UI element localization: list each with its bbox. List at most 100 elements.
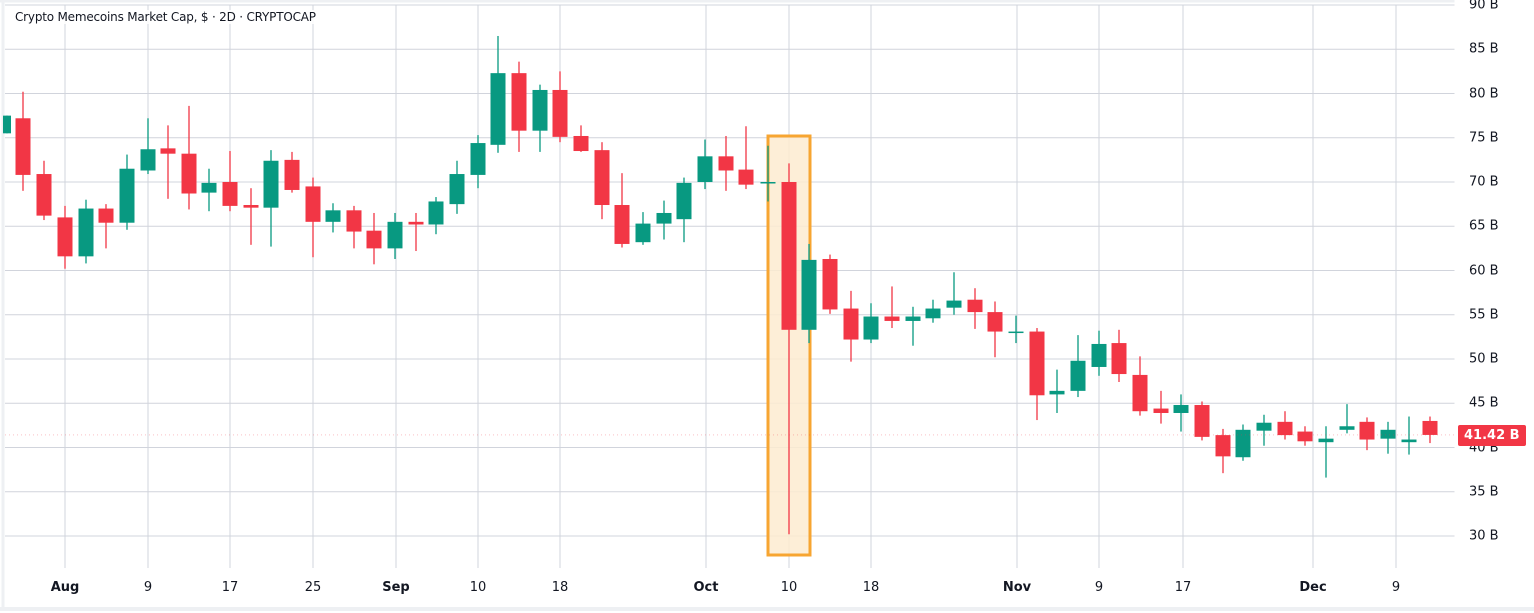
candle-body-down [1422, 420, 1438, 435]
candle-body-down [98, 208, 114, 223]
candle-body-down [552, 89, 568, 137]
candle-body-down [573, 135, 589, 152]
candle-body-down [243, 205, 259, 208]
candle-body-up [1318, 438, 1334, 443]
candle-body-down [738, 169, 754, 185]
candle-body-up [760, 182, 776, 184]
candle-body-down [822, 258, 838, 310]
candle-body-up [1008, 331, 1024, 334]
price-axis-label: 80 B [1469, 86, 1499, 101]
candle-body-up [656, 212, 672, 224]
candle-body-down [1194, 405, 1210, 437]
candle-body-down [181, 153, 197, 194]
price-axis-label: 65 B [1469, 218, 1499, 234]
price-axis-label: 55 B [1469, 307, 1499, 323]
candle-body-down [346, 210, 362, 232]
candle-body-up [1091, 343, 1107, 367]
candle-body-down [1359, 421, 1375, 440]
candle-body-down [1277, 421, 1293, 436]
candle-body-down [366, 230, 382, 249]
candle-body-down [408, 221, 424, 225]
candle-body-down [781, 182, 797, 330]
time-axis-label: 25 [304, 580, 322, 595]
candle-body-up [863, 316, 879, 340]
time-axis-label: 10 [469, 580, 487, 595]
time-axis-label: 17 [1174, 580, 1192, 595]
candle-body-down [884, 316, 900, 321]
candle-body-down [222, 182, 238, 206]
time-axis-label: Sep [382, 580, 410, 595]
candle-body-up [905, 316, 921, 321]
candle-body-up [801, 259, 817, 330]
candle-body-down [594, 150, 610, 206]
candle-body-down [1029, 331, 1045, 396]
candle-body-up [532, 89, 548, 131]
time-axis-label: 18 [551, 580, 569, 595]
time-axis-label: Oct [693, 580, 719, 595]
candle-body-down [36, 174, 52, 216]
candle-body-down [284, 159, 300, 190]
candle-body-down [15, 118, 31, 175]
time-axis-label: 9 [143, 580, 153, 595]
candle-body-up [449, 174, 465, 205]
price-axis-label: 70 B [1469, 174, 1499, 190]
candle-body-down [1215, 435, 1231, 457]
price-axis-label: 90 B [1469, 0, 1499, 13]
time-axis-label: 17 [221, 580, 239, 595]
candle-body-up [119, 168, 135, 223]
last-price-badge: 41.42 B [1458, 425, 1526, 446]
candle-body-up [1256, 422, 1272, 431]
candle-body-down [987, 312, 1003, 332]
candle-body-down [160, 148, 176, 154]
candle-body-up [1173, 405, 1189, 413]
time-axis-label: 9 [1391, 580, 1401, 595]
price-axis-label: 35 B [1469, 484, 1499, 500]
time-axis-label: 10 [780, 580, 798, 595]
candle-body-down [614, 205, 630, 244]
candle-body-down [967, 299, 983, 313]
price-axis-label: 75 B [1469, 130, 1499, 146]
candle-body-up [3, 115, 11, 134]
candle-body-down [511, 73, 527, 131]
time-axis-label: Aug [50, 580, 80, 595]
candle-body-up [490, 73, 506, 145]
candle-body-down [718, 156, 734, 171]
candle-body-down [305, 186, 321, 222]
candle-body-up [946, 300, 962, 308]
candle-body-up [201, 182, 217, 193]
candle-body-up [1380, 429, 1396, 439]
candle-body-up [635, 223, 651, 243]
candle-body-up [140, 149, 156, 171]
price-axis-label: 60 B [1469, 263, 1499, 278]
candle-body-down [1111, 343, 1127, 375]
candle-body-down [57, 217, 73, 257]
candle-body-down [1132, 374, 1148, 412]
candle-body-up [676, 182, 692, 220]
candle-body-up [925, 308, 941, 319]
candle-body-up [263, 160, 279, 208]
price-axis-label: 50 B [1469, 351, 1499, 367]
candle-body-up [1070, 360, 1086, 391]
candle-body-up [697, 156, 713, 182]
candle-body-down [843, 308, 859, 340]
candle-body-up [1049, 390, 1065, 395]
time-axis-label: Dec [1299, 580, 1327, 595]
candle-body-up [470, 143, 486, 175]
price-axis-label: 45 B [1469, 395, 1499, 411]
time-axis-label: 9 [1094, 580, 1104, 595]
chart-title: Crypto Memecoins Market Cap, $ · 2D · CR… [13, 10, 318, 24]
candle-body-up [1235, 429, 1251, 458]
candle-body-down [1153, 408, 1169, 413]
candle-body-up [387, 221, 403, 249]
price-axis-label: 30 B [1469, 528, 1499, 544]
time-axis-label: 18 [862, 580, 880, 595]
candle-body-down [1297, 431, 1313, 442]
price-axis-label: 85 B [1469, 41, 1499, 57]
time-axis-label: Nov [1002, 580, 1032, 595]
candle-body-up [78, 208, 94, 257]
candle-body-up [325, 210, 341, 222]
candle-body-up [428, 201, 444, 225]
candle-body-up [1401, 439, 1417, 443]
